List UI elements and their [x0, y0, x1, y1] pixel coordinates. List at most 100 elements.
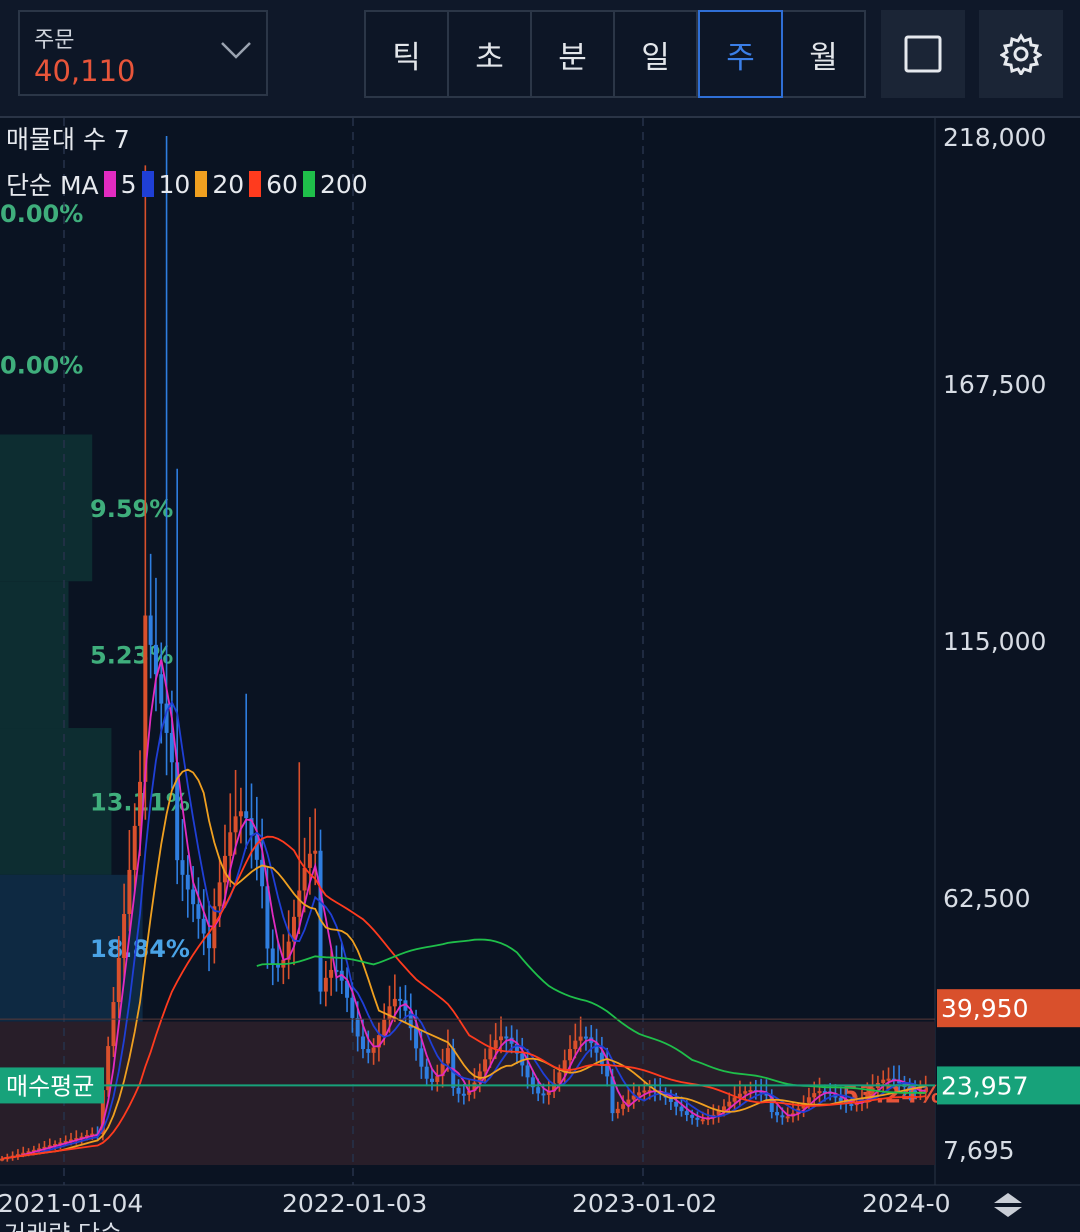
- ma60-line: [1, 835, 926, 1160]
- candle-body: [456, 1087, 461, 1094]
- candle-body: [743, 1091, 748, 1094]
- x-axis-area: [0, 1185, 1080, 1232]
- candle-body: [679, 1106, 684, 1112]
- candle-body: [525, 1065, 530, 1078]
- candle-body: [642, 1090, 647, 1093]
- avg-buy-label: 매수평균: [6, 1072, 94, 1100]
- avg-buy-tag: [0, 1067, 104, 1104]
- period-day-button[interactable]: 일: [615, 12, 698, 96]
- y-tick-label: 167,500: [943, 370, 1046, 399]
- candle-body: [727, 1101, 732, 1107]
- candle-body: [764, 1092, 769, 1096]
- candle-body: [541, 1093, 546, 1096]
- candle-body: [594, 1043, 599, 1053]
- period-tick-button[interactable]: 틱: [366, 12, 449, 96]
- fullscreen-button[interactable]: [881, 10, 965, 98]
- candle-body: [552, 1083, 557, 1092]
- candle-body: [382, 1019, 387, 1036]
- candle-body: [483, 1059, 488, 1072]
- candle-body: [185, 874, 190, 890]
- period-second-button[interactable]: 초: [449, 12, 532, 96]
- candle-body: [196, 904, 201, 919]
- order-selector[interactable]: 주문 40,110: [18, 10, 268, 96]
- candle-body: [647, 1090, 652, 1093]
- candle-body: [695, 1117, 700, 1120]
- candle-body: [238, 811, 243, 817]
- candle-body: [429, 1078, 434, 1082]
- candle-body: [297, 890, 302, 917]
- volume-profile-label: 0.00%: [0, 200, 83, 228]
- candle-body: [785, 1116, 790, 1119]
- candle-body: [578, 1036, 583, 1041]
- candle-body: [360, 1036, 365, 1050]
- candle-body: [822, 1091, 827, 1094]
- ma10-line: [1, 700, 926, 1160]
- candle-body: [716, 1110, 721, 1115]
- candle-body: [366, 1049, 371, 1053]
- candle-body: [536, 1087, 541, 1094]
- avg-buy-price-tag: [937, 1066, 1080, 1105]
- candle-body: [599, 1052, 604, 1065]
- candle-body: [721, 1106, 726, 1111]
- chevron-down-icon: [221, 42, 251, 59]
- candle-body: [499, 1036, 504, 1041]
- candle-body: [84, 1135, 89, 1138]
- candle-body: [116, 958, 121, 1003]
- candle-body: [100, 1090, 105, 1135]
- ma60-label: 60: [266, 169, 298, 199]
- candle-body: [913, 1090, 918, 1093]
- candle-body: [674, 1101, 679, 1107]
- volume-profile-label: 9.59%: [90, 495, 173, 523]
- candle-body: [164, 703, 169, 733]
- candle-body: [334, 969, 339, 972]
- ma5-label: 5: [120, 169, 137, 199]
- candle-body: [737, 1093, 742, 1098]
- volume-profile-bar: [0, 728, 112, 875]
- candle-body: [148, 615, 153, 645]
- candle-body: [122, 913, 127, 959]
- candle-body: [838, 1097, 843, 1102]
- candle-body: [31, 1149, 36, 1152]
- ma200-swatch: [302, 171, 315, 197]
- candle-body: [626, 1099, 631, 1105]
- candle-body: [254, 835, 259, 860]
- candle-body: [557, 1072, 562, 1084]
- candle-body: [222, 855, 227, 883]
- x-tick-label: 2023-01-02: [572, 1189, 717, 1218]
- volume-profile-bar: [0, 581, 69, 729]
- candle-body: [637, 1092, 642, 1096]
- candle-body: [207, 933, 212, 949]
- volume-ma-label: 거래량 단순: [4, 1220, 122, 1232]
- candle-body: [424, 1066, 429, 1079]
- candle-body: [392, 998, 397, 1007]
- candle-body: [806, 1097, 811, 1103]
- candle-body: [111, 1002, 116, 1047]
- ma10-swatch: [141, 171, 154, 197]
- candle-body: [244, 811, 249, 819]
- candle-body: [488, 1048, 493, 1060]
- candle-body: [387, 1006, 392, 1020]
- period-week-button[interactable]: 주: [698, 10, 783, 98]
- y-tick-label: 115,000: [943, 627, 1046, 656]
- candle-body: [690, 1115, 695, 1118]
- period-minute-button[interactable]: 분: [532, 12, 615, 96]
- candle-body: [467, 1090, 472, 1095]
- candle-body: [153, 644, 158, 675]
- candle-body: [291, 916, 296, 942]
- candle-body: [42, 1146, 47, 1149]
- order-price: 40,110: [34, 54, 136, 88]
- resize-handle-icon[interactable]: [994, 1193, 1022, 1217]
- candle-body: [191, 889, 196, 905]
- candle-body: [127, 869, 132, 914]
- volume-profile-label: 0.00%: [0, 352, 83, 380]
- candle-body: [615, 1108, 620, 1114]
- candle-body: [286, 941, 291, 960]
- period-month-button[interactable]: 월: [809, 39, 838, 76]
- candle-body: [371, 1047, 376, 1053]
- candle-body: [897, 1080, 902, 1084]
- candle-body: [509, 1037, 514, 1044]
- candle-body: [477, 1071, 482, 1083]
- settings-button[interactable]: [979, 10, 1063, 98]
- candle-body: [159, 674, 164, 704]
